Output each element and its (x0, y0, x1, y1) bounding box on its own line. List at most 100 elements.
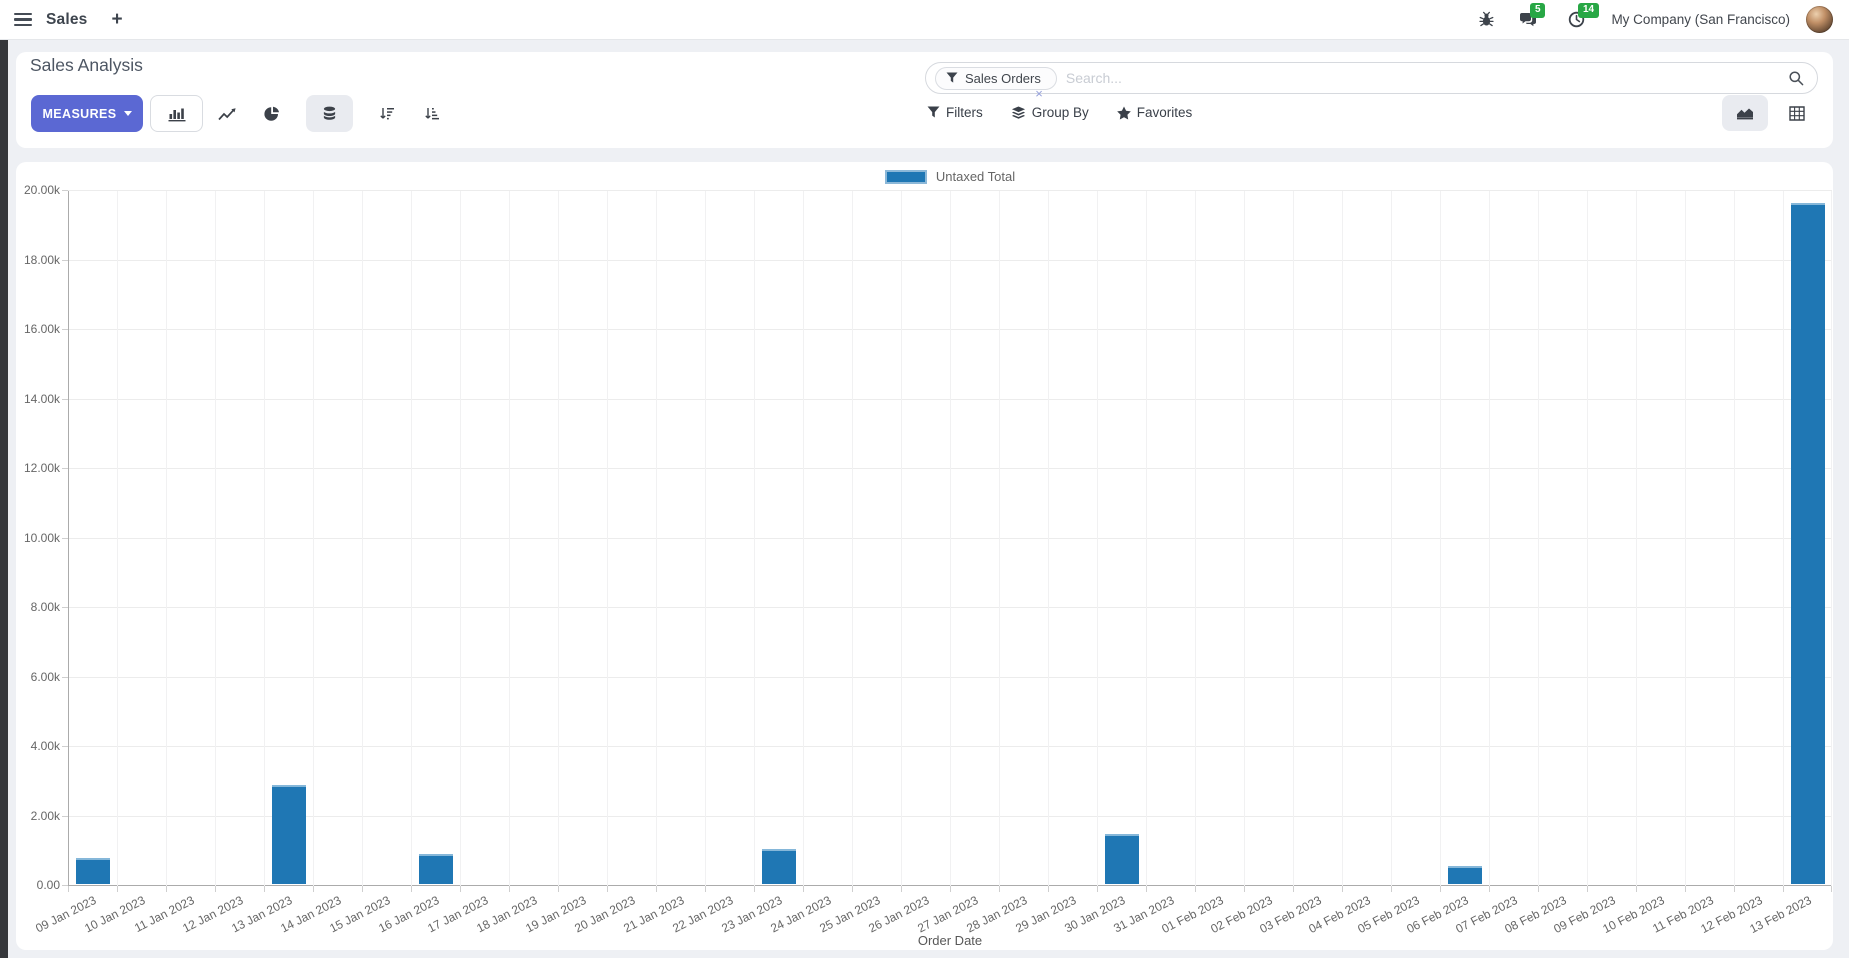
pivot-view-button[interactable] (1774, 95, 1820, 131)
chart-bar[interactable] (761, 849, 796, 884)
legend-swatch (884, 169, 927, 184)
gridline-vertical (754, 191, 755, 886)
x-axis-tick (803, 886, 804, 892)
chevron-down-icon (123, 111, 132, 116)
apps-menu-icon[interactable] (14, 12, 32, 27)
plus-icon[interactable]: + (111, 9, 123, 30)
sort-ascending-button[interactable] (411, 95, 453, 132)
gridline-vertical (460, 191, 461, 886)
x-axis-tick (1489, 886, 1490, 892)
measures-button[interactable]: MEASURES (31, 95, 143, 132)
filters-label: Filters (946, 105, 983, 120)
sort-desc-icon (380, 107, 394, 119)
y-axis-tick (62, 398, 68, 400)
gridline-vertical (1587, 191, 1588, 886)
search-menus: Filters Group By Favorites (927, 105, 1192, 120)
gridline-vertical (362, 191, 363, 886)
gridline-vertical (1440, 191, 1441, 886)
x-axis-tick (1636, 886, 1637, 892)
chart-bar[interactable] (1104, 833, 1139, 884)
y-tick-label: 18.00k (23, 252, 60, 267)
messages-icon[interactable]: 5 (1515, 2, 1545, 33)
chart-bar[interactable] (1790, 203, 1825, 884)
chart-bar[interactable] (271, 785, 306, 884)
gridline-vertical (166, 191, 167, 886)
y-tick-label: 0.00 (36, 878, 60, 892)
y-tick-label: 10.00k (23, 530, 60, 545)
x-axis-tick (509, 886, 510, 892)
x-axis-tick (1587, 886, 1588, 892)
search-facet[interactable]: Sales Orders × (935, 66, 1057, 100)
x-axis-title: Order Date (917, 933, 983, 948)
company-switcher[interactable]: My Company (San Francisco) (1611, 12, 1790, 27)
group-by-label: Group By (1031, 105, 1089, 120)
x-axis-tick (1538, 886, 1539, 892)
group-by-menu[interactable]: Group By (1011, 105, 1089, 120)
y-tick-label: 20.00k (23, 183, 60, 197)
measures-label: MEASURES (42, 106, 117, 121)
gridline-vertical (117, 191, 118, 886)
chart-bar[interactable] (418, 854, 453, 884)
x-axis-tick (1048, 886, 1049, 892)
gridline-vertical (558, 191, 559, 886)
bar-chart-type-button[interactable] (150, 95, 203, 132)
search-icon[interactable] (1788, 70, 1804, 86)
y-axis-tick (62, 746, 68, 747)
gridline-vertical (852, 191, 853, 886)
systray: 5 14 My Company (San Francisco) (1473, 2, 1833, 33)
chart-legend[interactable]: Untaxed Total (68, 169, 1832, 184)
line-chart-icon (218, 107, 236, 120)
gridline-vertical (950, 191, 951, 886)
y-tick-label: 14.00k (23, 391, 60, 406)
x-axis-tick (1293, 886, 1294, 892)
gridline-vertical (509, 191, 510, 886)
gridline-vertical (1146, 191, 1147, 886)
x-axis-tick (705, 886, 706, 892)
y-tick-label: 4.00k (30, 739, 60, 753)
user-avatar[interactable] (1806, 6, 1833, 33)
pie-chart-type-button[interactable] (251, 95, 293, 132)
y-axis-tick (62, 676, 68, 678)
legend-label: Untaxed Total (935, 169, 1016, 184)
sort-descending-button[interactable] (366, 95, 408, 132)
favorites-menu[interactable]: Favorites (1116, 105, 1192, 120)
facet-remove-icon[interactable]: × (1035, 85, 1043, 101)
x-axis-tick (1831, 886, 1832, 892)
gridline-vertical (1391, 191, 1392, 886)
x-axis-tick (1097, 886, 1098, 892)
search-input[interactable]: Search... (1065, 70, 1122, 86)
chart-bar[interactable] (75, 857, 110, 884)
x-axis-tick (166, 886, 167, 892)
x-axis-tick (1391, 886, 1392, 892)
chart-bar[interactable] (1447, 865, 1482, 884)
gridline-vertical (656, 191, 657, 886)
x-axis-tick (754, 886, 755, 892)
line-chart-type-button[interactable] (206, 95, 248, 132)
gridline-vertical (1195, 191, 1196, 886)
gridline-vertical (1636, 191, 1637, 886)
x-axis-tick (362, 886, 363, 892)
x-axis-tick (68, 886, 69, 892)
y-axis-tick (62, 537, 68, 539)
filter-funnel-icon (946, 72, 958, 83)
pie-chart-icon (264, 106, 279, 121)
app-name[interactable]: Sales (46, 10, 88, 28)
filters-menu[interactable]: Filters (927, 105, 983, 120)
x-axis-tick (215, 886, 216, 892)
bar-chart-icon (168, 108, 185, 121)
stacked-toggle-button[interactable] (306, 95, 353, 132)
layers-icon (1011, 105, 1025, 119)
activities-clock-icon[interactable]: 14 (1563, 2, 1599, 33)
gridline-vertical (1734, 191, 1735, 886)
x-axis-tick (1195, 886, 1196, 892)
control-panel: Sales Analysis MEASURES (16, 52, 1833, 148)
debug-bug-icon[interactable] (1473, 7, 1499, 33)
y-axis-tick (62, 190, 68, 191)
sort-asc-icon (425, 107, 439, 119)
database-stack-icon (323, 106, 336, 120)
gridline-vertical (1831, 191, 1832, 886)
gridline-vertical (215, 191, 216, 886)
graph-view: Untaxed Total 0.00 2.00k 4.00k 6.00k 8.00k 10… (16, 162, 1833, 950)
graph-view-button[interactable] (1722, 95, 1768, 131)
search-bar[interactable]: Sales Orders × Search... (925, 62, 1818, 100)
